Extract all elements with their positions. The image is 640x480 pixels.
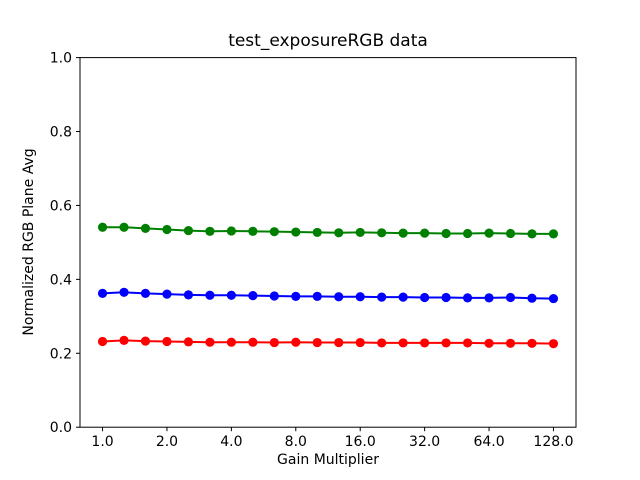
data-point-blue-plane [140,288,151,299]
data-point-blue-plane [398,292,408,302]
data-point-red-plane [527,338,537,348]
data-point-blue-plane [269,291,279,301]
y-tick-label: 0.6 [50,198,72,214]
data-point-blue-plane [226,290,236,300]
data-point-blue-plane [462,293,473,303]
data-point-red-plane [291,337,301,347]
data-point-green-plane [226,226,236,236]
data-point-blue-plane [162,289,172,299]
data-point-green-plane [140,223,151,233]
x-tick-label: 32.0 [409,434,440,450]
data-point-green-plane [162,224,172,235]
data-point-red-plane [420,338,430,348]
data-point-blue-plane [312,291,322,301]
axes-spines [79,57,577,428]
data-point-blue-plane [291,291,301,301]
data-point-red-plane [226,337,236,347]
data-point-red-plane [269,337,279,348]
data-point-red-plane [119,335,129,345]
data-point-blue-plane [548,293,559,304]
data-point-blue-plane [119,287,129,297]
data-point-blue-plane [97,288,108,299]
data-point-red-plane [441,338,451,348]
data-point-green-plane [462,228,473,239]
data-point-green-plane [183,225,194,236]
data-point-green-plane [505,228,516,239]
x-tick-label: 8.0 [285,434,307,450]
data-point-red-plane [505,338,516,348]
data-point-red-plane [355,337,365,348]
data-point-blue-plane [484,293,494,303]
data-point-green-plane [398,228,408,238]
x-tick-label: 4.0 [220,434,242,450]
data-point-green-plane [527,229,537,239]
data-point-blue-plane [441,292,451,303]
y-tick-label: 0.8 [50,125,72,141]
data-point-green-plane [205,226,215,236]
x-tick-label: 1.0 [91,434,113,450]
data-point-green-plane [377,228,387,238]
data-point-blue-plane [183,290,194,300]
data-point-green-plane [334,228,344,238]
data-point-red-plane [205,337,215,347]
series-line-green-plane [102,226,554,235]
x-tick-label: 2.0 [156,434,178,450]
data-point-red-plane [140,336,151,346]
data-point-green-plane [548,229,559,239]
data-point-green-plane [355,227,365,238]
data-point-red-plane [97,336,108,347]
data-point-blue-plane [377,292,387,302]
y-tick-label: 0.4 [50,272,72,288]
chart-title: test_exposureRGB data [228,31,428,51]
data-point-blue-plane [505,292,516,303]
data-point-red-plane [377,338,387,348]
y-tick-label: 0.2 [50,346,72,362]
data-point-red-plane [183,337,194,347]
data-point-red-plane [398,338,408,348]
x-tick-label: 16.0 [345,434,376,450]
data-point-red-plane [334,337,344,348]
y-axis-label: Normalized RGB Plane Avg [21,148,37,336]
series-line-red-plane [102,339,554,345]
series-line-blue-plane [102,291,554,300]
data-point-green-plane [312,227,322,238]
data-point-green-plane [441,228,451,239]
data-point-red-plane [462,338,473,348]
x-tick-label: 128.0 [533,434,573,450]
y-tick-label: 1.0 [50,51,72,67]
y-tick-label: 0.0 [50,420,72,436]
data-point-green-plane [420,228,430,238]
data-point-green-plane [97,222,108,232]
data-point-blue-plane [248,291,258,301]
data-point-blue-plane [334,292,344,302]
data-point-red-plane [162,336,172,347]
data-point-green-plane [291,227,301,237]
data-point-red-plane [248,337,258,347]
data-point-green-plane [119,222,129,232]
data-point-red-plane [548,339,559,349]
data-point-green-plane [248,226,258,236]
data-point-blue-plane [420,292,430,303]
data-point-blue-plane [205,290,215,300]
data-point-red-plane [312,337,322,348]
x-axis-label: Gain Multiplier [277,452,379,468]
data-point-blue-plane [527,293,537,303]
data-point-red-plane [484,338,494,348]
data-point-green-plane [269,227,279,237]
data-point-blue-plane [355,292,365,302]
data-point-green-plane [484,228,494,238]
x-tick-label: 64.0 [473,434,504,450]
